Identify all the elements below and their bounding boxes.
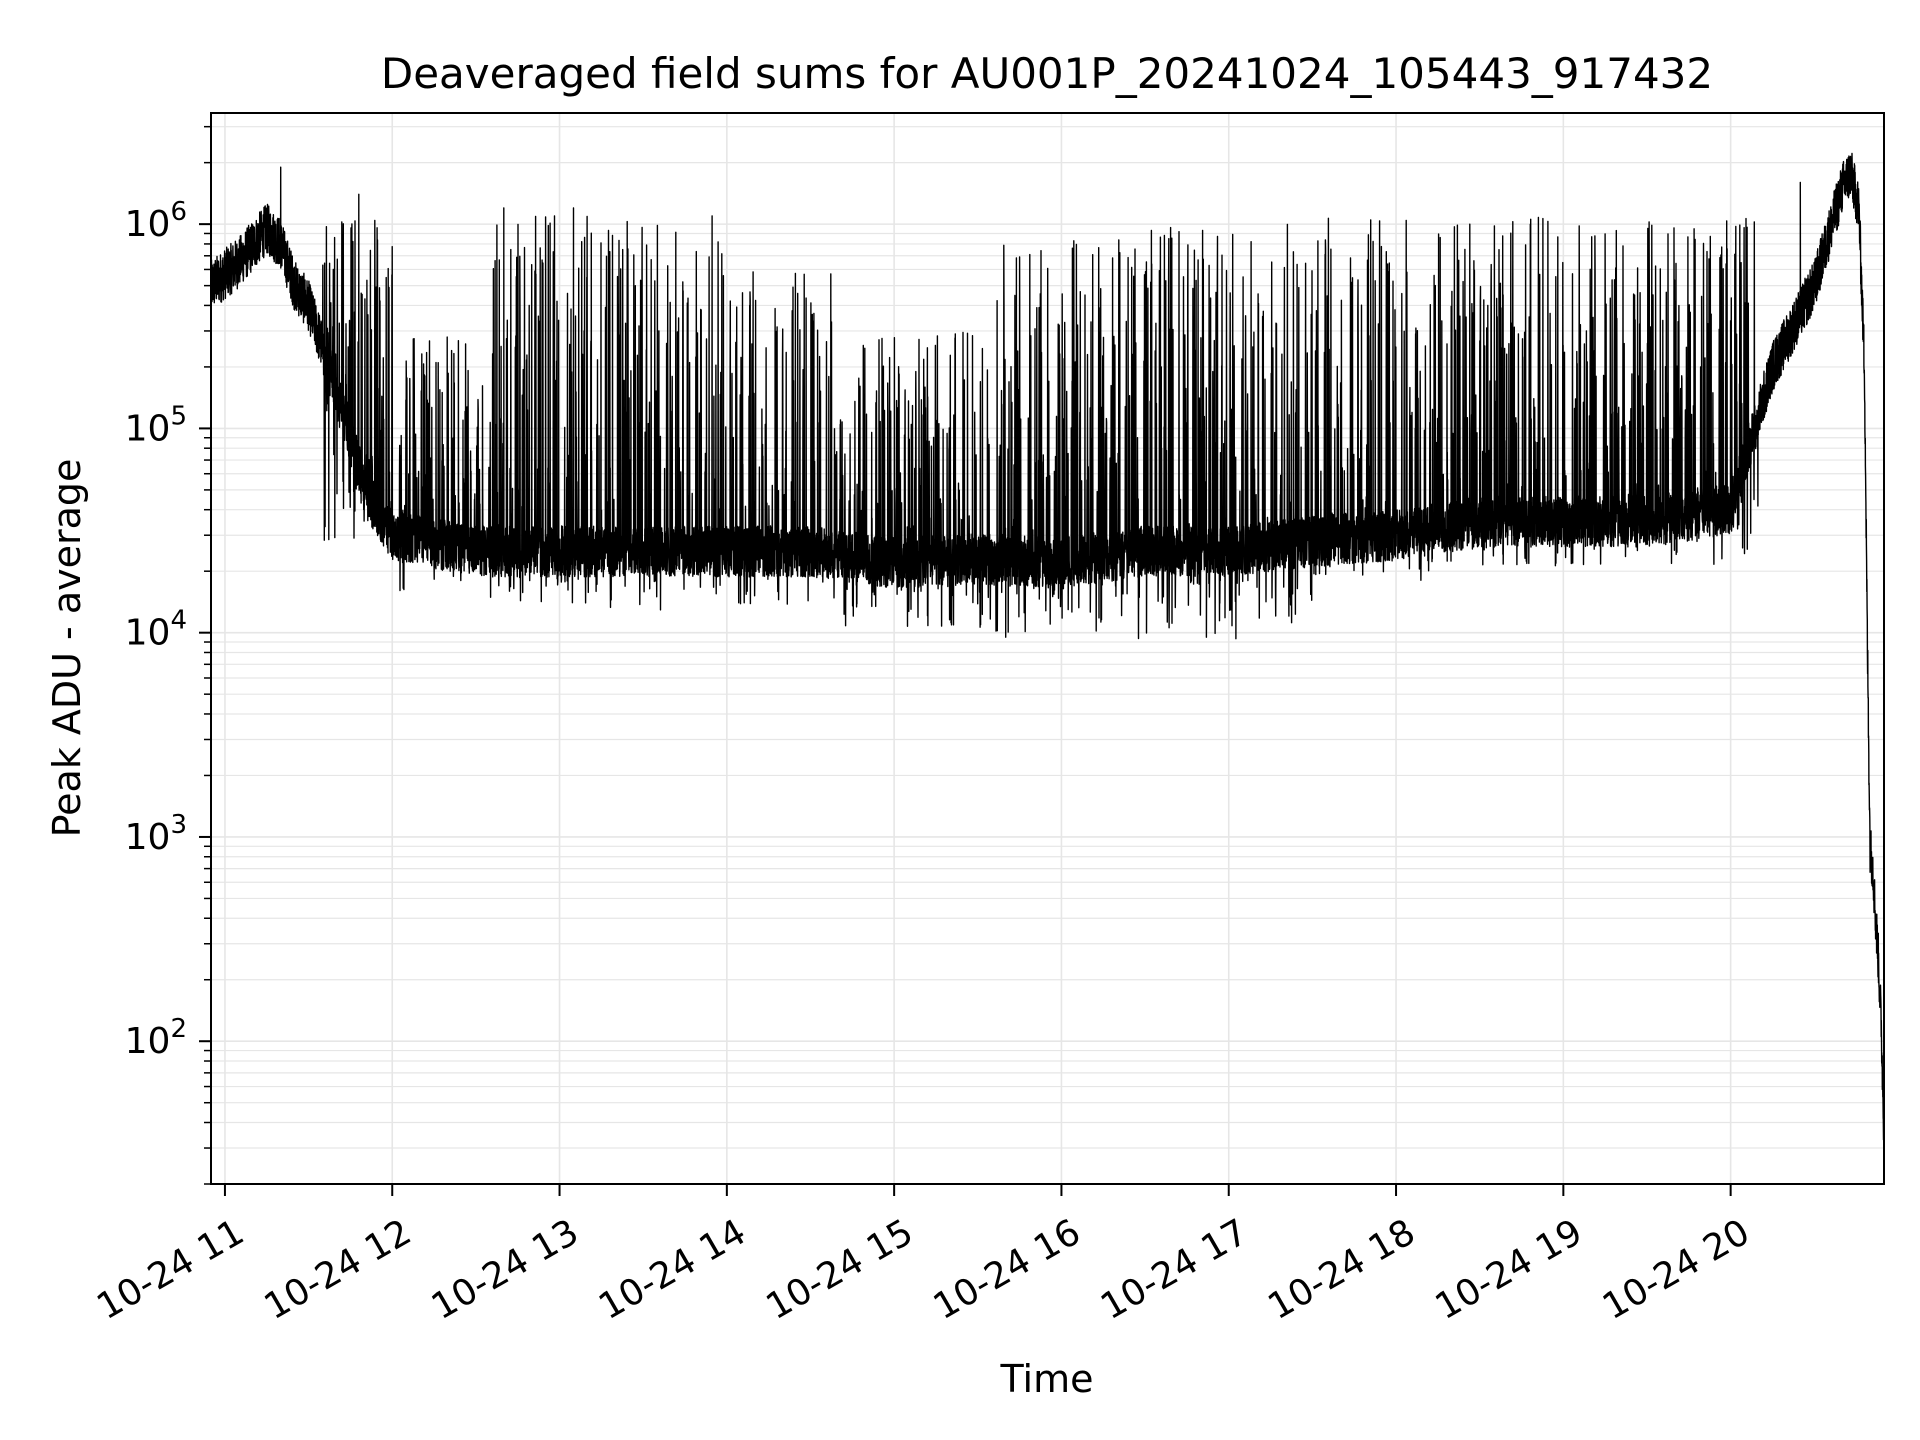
x-axis-label: Time bbox=[1000, 1357, 1094, 1401]
y-tick-label: 103 bbox=[125, 810, 187, 858]
series-line bbox=[210, 152, 1885, 1158]
y-axis-ticks: 102 103 104 105 106 bbox=[125, 125, 211, 1185]
plot-frame bbox=[210, 112, 1885, 1185]
y-axis-label: Peak ADU - average bbox=[45, 459, 89, 838]
y-tick-label: 104 bbox=[125, 606, 187, 654]
y-tick-label: 106 bbox=[125, 197, 187, 245]
chart-title: Deaveraged field sums for AU001P_2024102… bbox=[381, 49, 1713, 98]
y-tick-label: 102 bbox=[125, 1014, 187, 1062]
y-tick-label: 105 bbox=[125, 401, 187, 449]
